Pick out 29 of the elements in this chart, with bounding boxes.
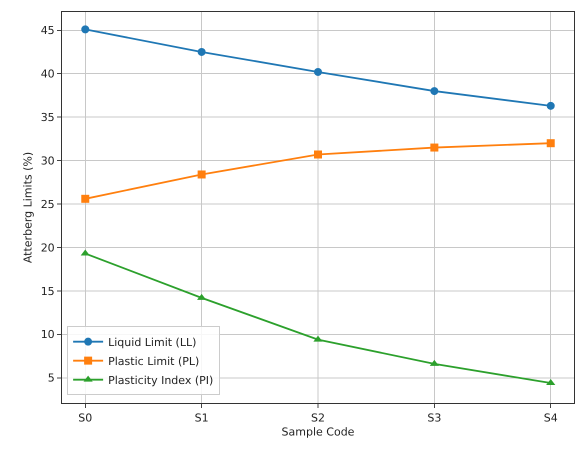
point [546, 102, 555, 110]
legend-label: Liquid Limit (LL) [108, 336, 196, 349]
y-tick-label: 5 [48, 372, 55, 385]
point [81, 194, 90, 203]
point [314, 150, 322, 158]
y-tick-label: 35 [40, 110, 55, 124]
legend-label: Plastic Limit (PL) [108, 354, 200, 368]
x-tick-label: S3 [427, 411, 442, 424]
point [546, 139, 555, 148]
x-tick-label: S2 [311, 411, 325, 424]
point [81, 25, 90, 34]
x-tick-label: S0 [78, 411, 92, 424]
y-axis-title: Atterberg Limits (%) [21, 152, 34, 264]
y-tick-label: 40 [40, 68, 55, 81]
y-tick-label: 45 [40, 24, 55, 38]
y-tick-label: 30 [40, 154, 55, 168]
point [198, 170, 206, 178]
y-tick-label: 20 [40, 241, 55, 254]
y-tick-label: 10 [40, 328, 55, 342]
y-tick-label: 15 [40, 284, 55, 298]
legend-label: Plasticity Index (PI) [108, 374, 214, 387]
point [430, 87, 438, 96]
point [430, 144, 438, 152]
x-tick-label: S1 [194, 411, 209, 424]
point [314, 68, 322, 76]
x-axis-title: Sample Code [282, 426, 355, 438]
x-tick-label: S4 [544, 411, 558, 424]
point [198, 48, 206, 56]
y-tick-label: 25 [40, 198, 55, 211]
